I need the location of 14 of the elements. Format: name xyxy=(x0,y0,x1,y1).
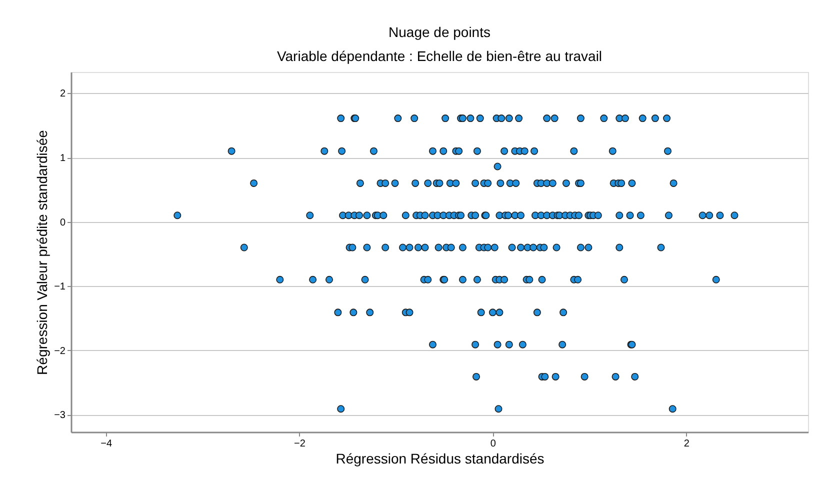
x-tick-label: −4 xyxy=(100,438,112,450)
x-tick-label: 2 xyxy=(684,438,690,450)
chart-subtitle: Variable dépendante : Echelle de bien-être au travail xyxy=(276,48,602,64)
y-tick-label: −2 xyxy=(54,346,66,357)
y-axis-title: Régression Valeur prédite standardisée xyxy=(34,130,50,375)
x-tick-label: −2 xyxy=(294,438,306,450)
y-tick-label: 2 xyxy=(60,88,66,100)
chart-title: Nuage de points xyxy=(388,24,490,40)
y-tick-label: −1 xyxy=(54,282,66,293)
y-tick-label: −3 xyxy=(54,410,66,422)
y-tick-label: 1 xyxy=(60,153,66,164)
y-tick-label: 0 xyxy=(60,217,66,228)
x-axis-title: Régression Résidus standardisés xyxy=(336,450,544,466)
x-tick-label: 0 xyxy=(490,438,496,450)
